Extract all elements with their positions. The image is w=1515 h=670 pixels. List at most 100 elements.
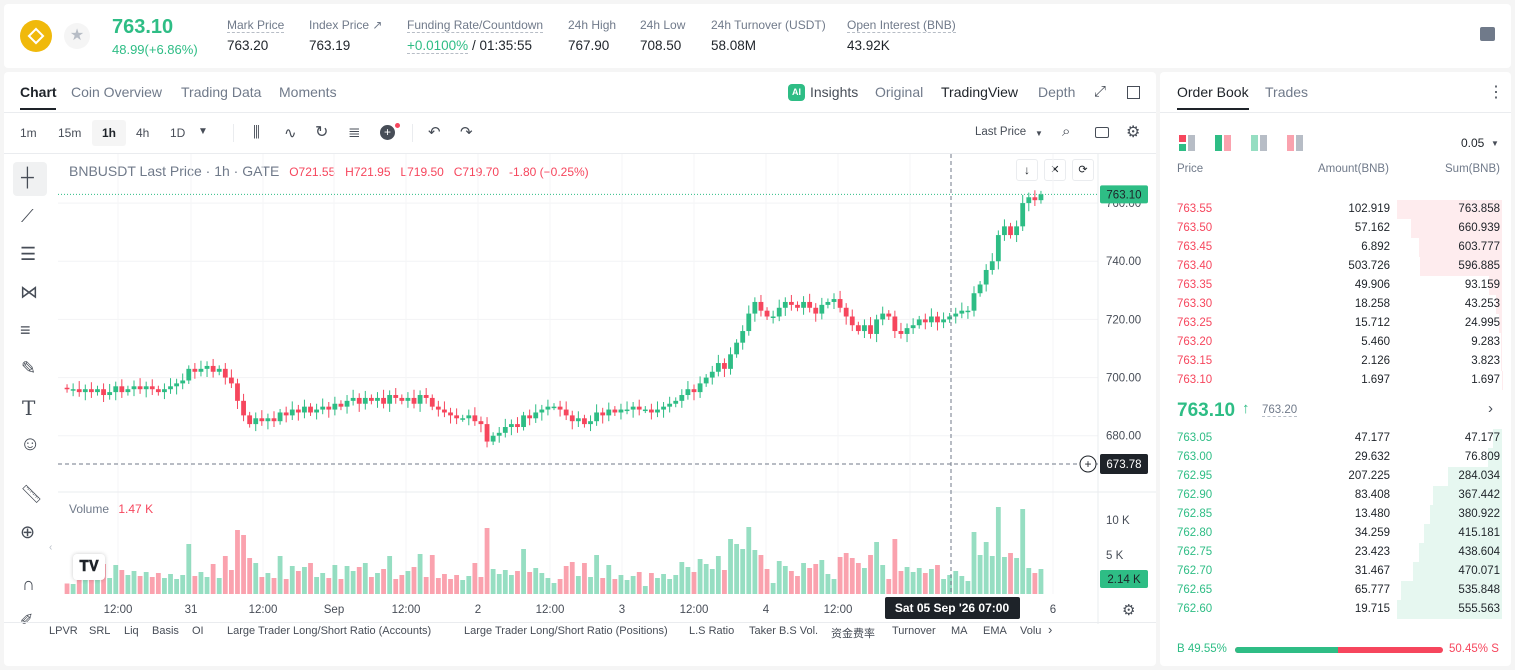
indicator-toggle[interactable]: MA xyxy=(951,625,968,637)
brush-icon[interactable]: ✎ xyxy=(21,358,37,378)
bid-row[interactable]: 762.80 34.259 415.181 xyxy=(1170,524,1502,543)
zoom-in-icon[interactable]: ⊕ xyxy=(20,522,36,542)
indicator-toggle[interactable]: Turnover xyxy=(892,625,936,637)
tab-trades[interactable]: Trades xyxy=(1265,84,1309,100)
bid-row[interactable]: 762.65 65.777 535.848 xyxy=(1170,581,1502,600)
precision-chevron-icon[interactable]: ▼ xyxy=(1491,139,1499,148)
horizontal-lines-icon[interactable]: ☰ xyxy=(20,244,37,264)
crosshair-icon[interactable]: ┼ xyxy=(21,167,34,187)
bid-row[interactable]: 763.05 47.177 47.177 xyxy=(1170,429,1502,448)
bid-row[interactable]: 762.75 23.423 438.604 xyxy=(1170,543,1502,562)
precision-select[interactable]: 0.05 xyxy=(1461,136,1485,150)
tab-coin-overview[interactable]: Coin Overview xyxy=(71,84,163,100)
open-interest-label[interactable]: Open Interest (BNB) xyxy=(847,18,956,33)
trendline-icon[interactable]: ⟋ xyxy=(21,206,34,226)
indicator-toggle[interactable]: Large Trader Long/Short Ratio (Accounts) xyxy=(227,625,432,637)
candle-type-icon[interactable]: ⫼ xyxy=(253,124,260,141)
indicator-toggle[interactable]: Large Trader Long/Short Ratio (Positions… xyxy=(464,625,668,637)
indicator-icon[interactable]: ∿ xyxy=(284,125,297,142)
pattern-icon[interactable]: ⋈ xyxy=(20,282,38,302)
ask-row[interactable]: 763.50 57.162 660.939 xyxy=(1170,219,1502,238)
reset-view-button[interactable]: ⟳ xyxy=(1072,159,1094,181)
ask-row[interactable]: 763.25 15.712 24.995 xyxy=(1170,314,1502,333)
ask-row[interactable]: 763.10 1.697 1.697 xyxy=(1170,371,1502,390)
undo-icon[interactable]: ↶ xyxy=(428,124,441,141)
tab-chart[interactable]: Chart xyxy=(20,84,57,100)
indicator-toggle[interactable]: Basis xyxy=(152,625,179,637)
interval-1m[interactable]: 1m xyxy=(20,126,37,140)
interval-1d[interactable]: 1D xyxy=(170,126,186,140)
depth-bar xyxy=(1448,467,1502,486)
bid-row[interactable]: 762.90 83.408 367.442 xyxy=(1170,486,1502,505)
indicator-toggle[interactable]: Volu xyxy=(1020,625,1042,637)
ask-row[interactable]: 763.55 102.919 763.858 xyxy=(1170,200,1502,219)
indicator-toggle[interactable]: Taker B.S Vol. xyxy=(749,625,819,637)
index-price-label[interactable]: Index Price ↗ xyxy=(309,18,383,32)
book-icon[interactable] xyxy=(1480,27,1495,41)
view-bids-icon[interactable] xyxy=(1215,135,1231,151)
ask-row[interactable]: 763.45 6.892 603.777 xyxy=(1170,238,1502,257)
template-icon[interactable]: ≣ xyxy=(348,124,361,141)
price-type-chevron-icon[interactable]: ▼ xyxy=(1035,129,1043,138)
bid-row[interactable]: 762.85 13.480 380.922 xyxy=(1170,505,1502,524)
ask-row[interactable]: 763.15 2.126 3.823 xyxy=(1170,352,1502,371)
indicator-toggle[interactable]: 资金费率 xyxy=(831,628,875,640)
camera-icon[interactable] xyxy=(1095,127,1109,138)
tab-trading-data[interactable]: Trading Data xyxy=(181,84,262,100)
interval-4h[interactable]: 4h xyxy=(136,126,150,140)
chevron-right-icon[interactable]: › xyxy=(1488,400,1493,417)
ruler-icon[interactable]: 📏︎ xyxy=(20,484,43,504)
pencil-icon[interactable]: ✐ xyxy=(20,612,34,629)
indicator-toggle[interactable]: OI xyxy=(192,625,204,637)
ask-row[interactable]: 763.40 503.726 596.885 xyxy=(1170,257,1502,276)
price-type-select[interactable]: Last Price xyxy=(975,126,1027,138)
window-icon[interactable] xyxy=(1127,86,1140,99)
bid-row[interactable]: 762.60 19.715 555.563 xyxy=(1170,600,1502,619)
tab-insights[interactable]: Insights xyxy=(810,84,859,100)
interval-15m[interactable]: 15m xyxy=(58,126,82,140)
bid-row[interactable]: 762.95 207.225 284.034 xyxy=(1170,467,1502,486)
replay-icon[interactable]: ↻ xyxy=(315,124,329,141)
tab-depth[interactable]: Depth xyxy=(1038,84,1076,100)
mark-price-label[interactable]: Mark Price xyxy=(227,18,285,33)
indicator-toggle[interactable]: LPVR xyxy=(49,625,78,637)
scroll-down-button[interactable]: ↓ xyxy=(1016,159,1038,181)
mid-mark-price[interactable]: 763.20 xyxy=(1262,404,1298,417)
collapse-sidebar-icon[interactable]: ‹ xyxy=(49,542,53,553)
ask-row[interactable]: 763.30 18.258 43.253 xyxy=(1170,295,1502,314)
tab-tradingview[interactable]: TradingView xyxy=(941,84,1019,100)
indicator-toggle[interactable]: Liq xyxy=(124,625,139,637)
magnet-icon[interactable]: ∩ xyxy=(22,574,35,594)
interval-1h[interactable]: 1h xyxy=(102,126,117,140)
favorite-star-icon[interactable]: ★ xyxy=(64,23,90,49)
view-both-icon[interactable] xyxy=(1179,135,1195,151)
indicator-toggle[interactable]: EMA xyxy=(983,625,1007,637)
collapse-button[interactable]: ✕ xyxy=(1044,159,1066,181)
more-icon[interactable]: ⋮ xyxy=(1488,84,1504,101)
add-indicator-icon[interactable]: + xyxy=(380,125,395,140)
bid-row[interactable]: 763.00 29.632 76.809 xyxy=(1170,448,1502,467)
search-icon[interactable]: ⌕ xyxy=(1062,123,1071,140)
volume-label: Volume 1.47 K xyxy=(69,502,153,516)
ask-row[interactable]: 763.20 5.460 9.283 xyxy=(1170,333,1502,352)
text-icon[interactable]: T xyxy=(22,396,36,420)
redo-icon[interactable]: ↷ xyxy=(460,124,473,141)
settings-axis-icon[interactable]: ⚙ xyxy=(1122,602,1136,619)
emoji-icon[interactable]: ☺ xyxy=(20,433,41,455)
bid-row[interactable]: 762.70 31.467 470.071 xyxy=(1170,562,1502,581)
expand-icon[interactable]: ⤢ xyxy=(1094,83,1107,100)
chevron-down-icon[interactable]: ▼ xyxy=(198,126,208,137)
ask-row[interactable]: 763.35 49.906 93.159 xyxy=(1170,276,1502,295)
indicator-toggle[interactable]: SRL xyxy=(89,625,111,637)
fib-icon[interactable]: ≡ xyxy=(20,320,31,340)
tab-original[interactable]: Original xyxy=(875,84,924,100)
indicator-toggle[interactable]: L.S Ratio xyxy=(689,625,735,637)
view-asks-icon[interactable] xyxy=(1251,135,1267,151)
funding-rate-label[interactable]: Funding Rate/Countdown xyxy=(407,18,544,33)
gear-icon[interactable]: ⚙ xyxy=(1126,124,1141,141)
view-sells-icon[interactable] xyxy=(1287,135,1303,151)
tab-order-book[interactable]: Order Book xyxy=(1177,84,1249,100)
chevron-right-icon[interactable]: › xyxy=(1048,622,1053,637)
tab-moments[interactable]: Moments xyxy=(279,84,337,100)
